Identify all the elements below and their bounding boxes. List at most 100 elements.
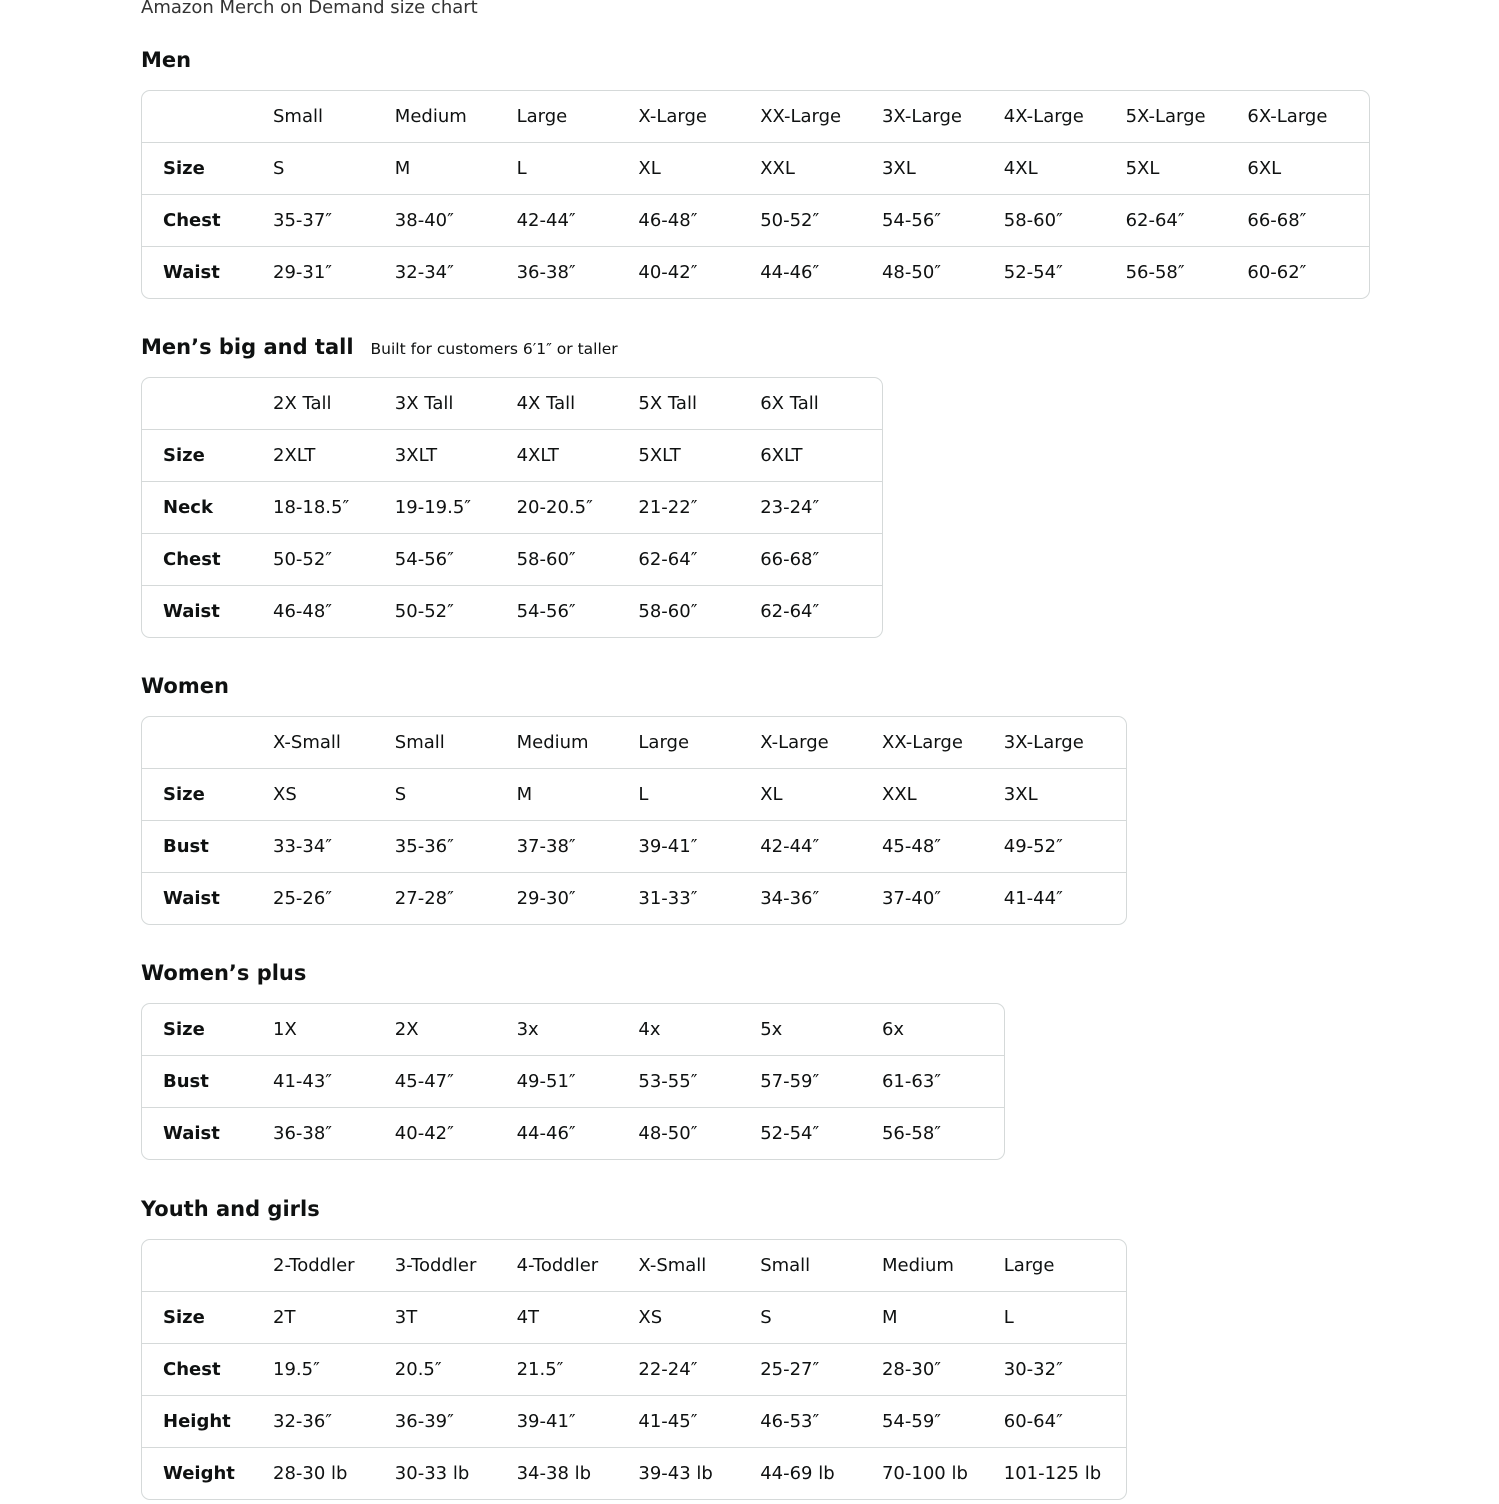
table-row: Waist 25-26″ 27-28″ 29-30″ 31-33″ 34-36″ 37-40… [142, 872, 1126, 924]
table-cell: L [516, 158, 527, 179]
table-cell: 40-42″ [394, 1123, 454, 1144]
table-cell: 54-56″ [394, 549, 454, 570]
table-cell: 41-43″ [273, 1071, 333, 1092]
table-row: Chest 35-37″ 38-40″ 42-44″ 46-48″ 50-52″ 54-56… [142, 194, 1370, 246]
table-cell: 19.5″ [273, 1359, 320, 1380]
section-youth-and-girls: Youth and girls 2-Toddler 3-Toddler 4-Toddl… [141, 1197, 1127, 1504]
table-cell: 46-53″ [760, 1411, 820, 1432]
table-cell: 48-50″ [881, 262, 942, 283]
column-header: 3X-Large [881, 106, 963, 127]
column-header: 6X Tall [760, 393, 819, 414]
column-header: 3X Tall [394, 393, 454, 414]
column-header: XX-Large [760, 106, 842, 127]
table-cell: 36-38″ [516, 262, 576, 283]
table-cell: 5x [760, 1019, 783, 1040]
table-cell: 52-54″ [1003, 262, 1063, 283]
table-row: Size 2T 3T 4T XS S M L [142, 1291, 1126, 1343]
table-cell: 48-50″ [638, 1123, 698, 1144]
table-cell: 36-39″ [394, 1411, 454, 1432]
table-cell: 37-38″ [516, 836, 576, 857]
row-label: Waist [163, 262, 220, 283]
table-cell: 61-63″ [881, 1071, 942, 1092]
section-title: Men [141, 48, 192, 72]
table-cell: L [638, 784, 649, 805]
table-cell: 33-34″ [273, 836, 333, 857]
table-cell: 21-22″ [638, 497, 698, 518]
table-cell: 28-30″ [881, 1359, 942, 1380]
row-label: Height [163, 1411, 231, 1432]
table-cell: 56-58″ [1125, 262, 1185, 283]
table-cell: 2X [394, 1019, 419, 1040]
table-cell: 29-31″ [273, 262, 333, 283]
table-cell: 50-52″ [394, 601, 454, 622]
row-label: Size [163, 1307, 205, 1328]
column-header: 2-Toddler [273, 1255, 355, 1276]
table-cell: 54-59″ [881, 1411, 942, 1432]
table-row: Size 2XLT 3XLT 4XLT 5XLT 6XLT [142, 429, 882, 481]
table-cell: 3x [516, 1019, 539, 1040]
table-row: Waist 36-38″ 40-42″ 44-46″ 48-50″ 52-54″ 56-58… [142, 1107, 1004, 1159]
table-row: Size S M L XL XXL 3XL 4XL 5XL 6XL [142, 142, 1370, 194]
table-cell: 60-62″ [1247, 262, 1307, 283]
table-cell: 62-64″ [760, 601, 820, 622]
table-cell: XS [273, 784, 297, 805]
section-heading: Men’s big and tall Built for customers 6′… [141, 335, 883, 363]
section-title: Women [141, 674, 229, 698]
table-cell: 41-45″ [638, 1411, 698, 1432]
table-cell: 2T [273, 1307, 296, 1328]
table-cell: 58-60″ [1003, 210, 1063, 231]
table-cell: 5XLT [638, 445, 681, 466]
table-cell: 70-100 lb [881, 1463, 968, 1484]
column-header: Large [638, 732, 690, 753]
section-heading: Women’s plus [141, 961, 1005, 989]
table-cell: XXL [760, 158, 795, 179]
column-header: 4X-Large [1003, 106, 1084, 127]
table-cell: 18-18.5″ [273, 497, 350, 518]
column-header: 2X Tall [273, 393, 332, 414]
table-cell: 52-54″ [760, 1123, 820, 1144]
table-cell: 62-64″ [1125, 210, 1185, 231]
table-cell: 42-44″ [516, 210, 576, 231]
table-cell: 37-40″ [881, 888, 942, 909]
table-cell: 66-68″ [760, 549, 820, 570]
section-subtitle: Built for customers 6′1″ or taller [370, 340, 618, 358]
size-table: Small Medium Large X-Large XX-Large 3X-Large 4… [141, 90, 1371, 299]
row-label: Size [163, 784, 205, 805]
size-table: 2-Toddler 3-Toddler 4-Toddler X-Small Small M… [141, 1239, 1127, 1500]
table-cell: 39-41″ [516, 1411, 576, 1432]
table-cell: 49-51″ [516, 1071, 576, 1092]
table-header-row: 2X Tall 3X Tall 4X Tall 5X Tall 6X Tall [142, 378, 882, 429]
table-cell: 4T [516, 1307, 540, 1328]
row-label: Chest [163, 210, 221, 231]
table-cell: S [273, 158, 285, 179]
table-cell: 60-64″ [1003, 1411, 1063, 1432]
table-cell: L [1003, 1307, 1014, 1328]
table-row: Size 1X 2X 3x 4x 5x 6x [142, 1004, 1004, 1055]
row-label: Size [163, 158, 205, 179]
table-cell: 41-44″ [1003, 888, 1063, 909]
table-cell: M [394, 158, 411, 179]
table-header-row: Small Medium Large X-Large XX-Large 3X-Large 4… [142, 91, 1369, 142]
column-header: Medium [516, 732, 589, 753]
column-header: 4X Tall [516, 393, 576, 414]
table-cell: 6XL [1247, 158, 1282, 179]
table-cell: 25-27″ [760, 1359, 820, 1380]
section-title: Men’s big and tall [141, 335, 354, 359]
section-heading: Men [141, 48, 1370, 76]
table-cell: S [394, 784, 407, 805]
column-header: 4-Toddler [516, 1255, 599, 1276]
table-cell: 31-33″ [638, 888, 698, 909]
table-cell: M [881, 1307, 898, 1328]
table-cell: 50-52″ [760, 210, 820, 231]
table-cell: 44-46″ [516, 1123, 576, 1144]
document-title: Amazon Merch on Demand size chart [141, 0, 478, 18]
table-cell: 3XLT [394, 445, 438, 466]
column-header: Small [760, 1255, 811, 1276]
column-header: X-Large [760, 732, 829, 753]
column-header: X-Small [273, 732, 341, 753]
table-cell: 21.5″ [516, 1359, 564, 1380]
table-cell: 34-38 lb [516, 1463, 592, 1484]
table-cell: 44-69 lb [760, 1463, 835, 1484]
section-title: Women’s plus [141, 961, 307, 985]
section-men: Men Small Medium Large X-Large XX-Large 3X-Lar… [141, 48, 1371, 303]
